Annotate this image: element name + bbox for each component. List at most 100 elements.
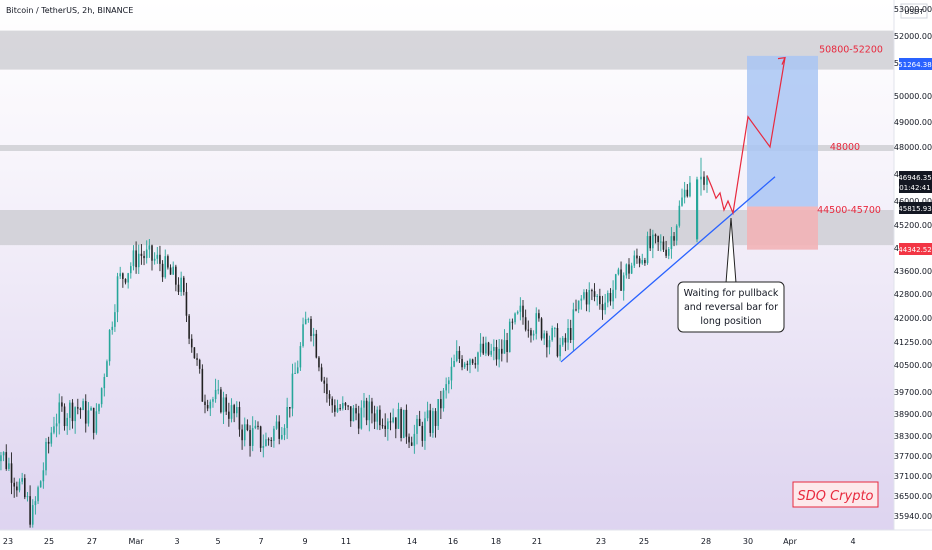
candle-body <box>95 411 98 433</box>
candle-body <box>339 408 341 410</box>
candle-body <box>418 418 421 426</box>
candle-body <box>214 389 217 400</box>
candle-body <box>405 409 408 437</box>
candle-body <box>572 309 575 340</box>
candle-body <box>331 398 333 406</box>
candle-body <box>604 302 606 311</box>
candle-body <box>198 359 201 369</box>
candle-body <box>61 402 63 407</box>
callout-box <box>677 281 785 333</box>
candle-body <box>649 236 651 249</box>
candle-body <box>416 418 418 434</box>
candle-body <box>238 407 241 430</box>
candle-body <box>304 319 307 325</box>
candle-body <box>315 333 318 358</box>
callout-line-3: long position <box>700 316 761 327</box>
candle-body <box>543 333 545 339</box>
price-axis[interactable]: USDT 53000.0052000.0051000.0050000.00490… <box>893 0 932 530</box>
candle-body <box>551 328 553 341</box>
time-tick: 7 <box>258 537 263 546</box>
candle-body <box>153 258 156 261</box>
candle-body <box>591 290 593 292</box>
annotation-callout[interactable]: Waiting for pullback and reversal bar fo… <box>677 217 785 333</box>
price-tick: 45200.00 <box>894 221 932 230</box>
time-tick: 11 <box>341 537 351 546</box>
candle-body <box>607 292 609 303</box>
candle-body <box>670 236 673 250</box>
candle-body <box>185 291 188 316</box>
candle-body <box>689 182 691 197</box>
price-tick: 42000.00 <box>894 314 932 323</box>
candle-body <box>336 408 339 412</box>
candle-body <box>413 433 416 446</box>
upper-tag <box>899 58 932 70</box>
price-tick: 48000.00 <box>894 143 932 152</box>
candle-body <box>609 292 612 302</box>
candle-body <box>458 350 461 359</box>
candle-body <box>402 409 405 438</box>
candle-body <box>98 404 100 412</box>
candle-body <box>159 254 161 264</box>
candle-body <box>236 407 238 414</box>
candle-body <box>657 236 659 243</box>
candle-body <box>257 425 259 427</box>
candle-body <box>535 313 538 334</box>
time-tick: 4 <box>850 537 855 546</box>
candle-body <box>228 411 230 419</box>
candle-body <box>92 407 95 433</box>
candle-body <box>328 394 331 399</box>
candle-body <box>410 442 413 446</box>
upper-tag-text: 51264.38 <box>898 61 931 69</box>
price-tick: 38900.00 <box>894 410 932 419</box>
candle-body <box>479 343 482 353</box>
candle-body <box>299 346 302 368</box>
candle-body <box>55 423 58 427</box>
time-tick: 5 <box>215 537 220 546</box>
candle-body <box>106 361 108 377</box>
candle-body <box>53 426 55 433</box>
candle-body <box>408 436 410 443</box>
time-tick: 3 <box>174 537 179 546</box>
candle-body <box>686 189 689 197</box>
price-tick: 37700.00 <box>894 452 932 461</box>
candle-body <box>230 405 233 419</box>
candle-body <box>254 425 257 429</box>
candle-body <box>302 324 304 347</box>
candle-body <box>190 338 193 348</box>
candle-body <box>164 256 167 278</box>
price-tick: 46000.00 <box>894 197 932 206</box>
candle-body <box>320 367 323 381</box>
candle-body <box>326 383 328 395</box>
price-tick: 53000.00 <box>894 5 932 14</box>
candle-body <box>703 176 705 185</box>
candle-body <box>87 410 90 424</box>
candle-body <box>26 496 29 498</box>
price-tick: 49000.00 <box>894 118 932 127</box>
candle-body <box>514 313 516 323</box>
candle-body <box>143 255 145 259</box>
candle-body <box>706 175 708 185</box>
candle-body <box>233 405 235 414</box>
candle-body <box>283 428 286 435</box>
candle-body <box>177 284 180 292</box>
price-tick: 37100.00 <box>894 472 932 481</box>
candle-body <box>151 245 153 261</box>
callout-line-1: Waiting for pullback <box>684 288 779 299</box>
candle-body <box>384 425 386 430</box>
candle-body <box>355 408 357 414</box>
candle-body <box>387 421 389 430</box>
candle-body <box>193 347 196 359</box>
time-tick: Mar <box>128 537 144 546</box>
candle-body <box>5 452 8 469</box>
watermark-box <box>792 481 879 508</box>
candle-body <box>124 278 127 283</box>
candle-body <box>424 418 426 441</box>
time-axis[interactable]: 23 25 27 Mar 3 5 7 9 11 14 16 18 21 23 25 28 30 Apr 4 <box>0 529 932 550</box>
candle-body <box>262 446 265 448</box>
candle-body <box>498 348 500 360</box>
candle-body <box>342 402 344 409</box>
candle-body <box>662 241 665 250</box>
candle-body <box>344 402 347 406</box>
